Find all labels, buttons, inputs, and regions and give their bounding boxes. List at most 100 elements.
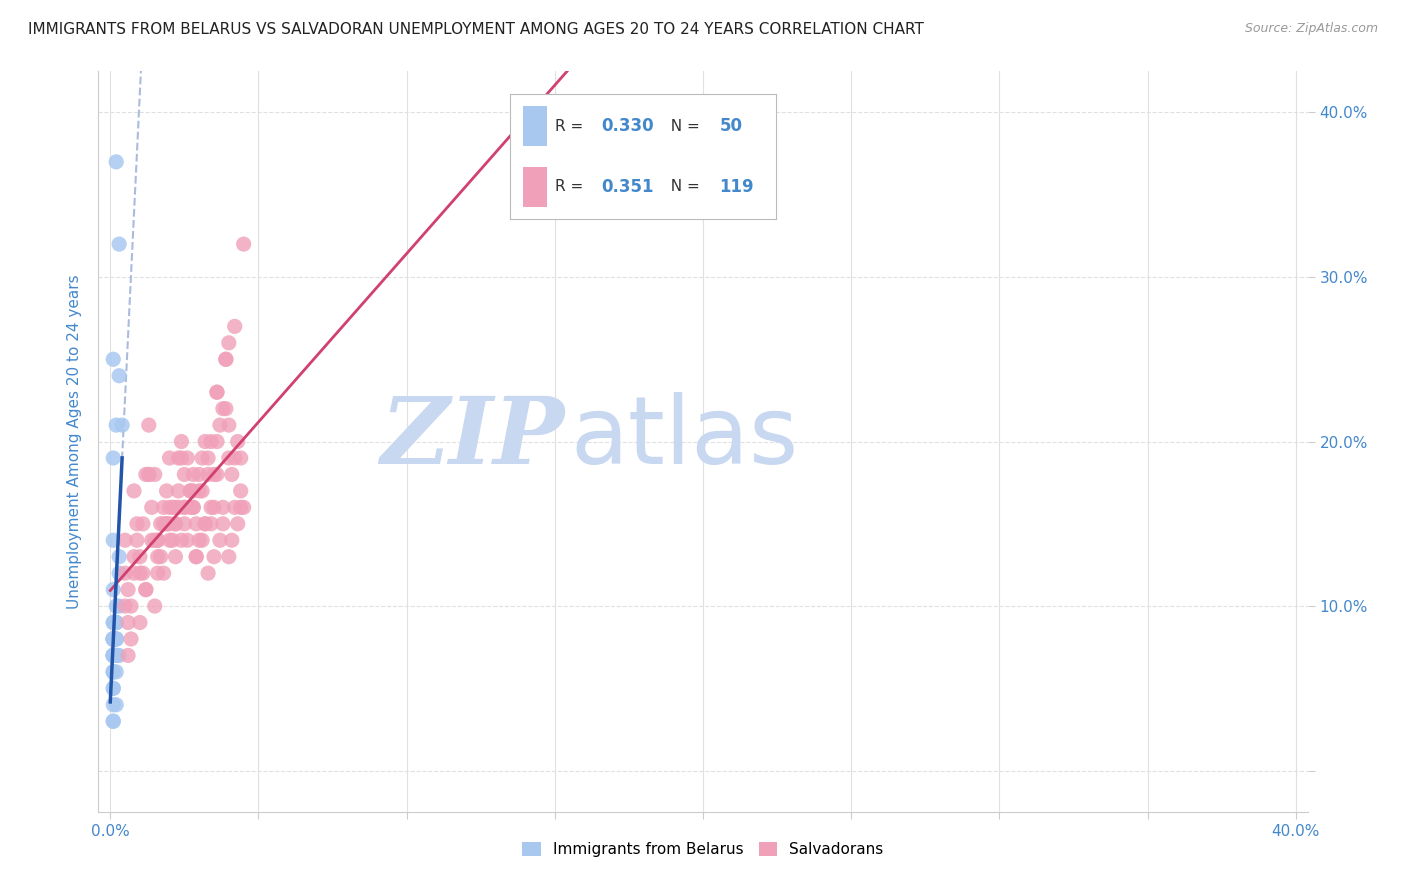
Point [215,352,238,367]
Point [188,467,211,482]
Point [103,582,125,597]
Point [149,516,172,531]
Point [103,714,125,729]
Point [105,698,128,712]
Point [120,599,142,613]
Point [138,467,160,482]
Point [103,632,125,646]
Point [159,500,181,515]
Point [205,467,228,482]
Point [224,450,246,465]
Point [152,500,174,515]
Point [146,533,169,548]
Point [103,714,125,729]
Point [159,516,181,531]
Point [205,385,228,400]
Point [232,500,254,515]
Point [105,665,128,679]
Point [176,450,198,465]
Point [135,467,157,482]
Point [108,237,131,252]
Point [173,500,195,515]
Point [179,483,201,498]
Point [167,500,190,515]
Point [125,533,148,548]
Point [143,533,166,548]
Point [103,648,125,663]
Point [218,450,240,465]
Point [105,615,128,630]
Point [224,319,246,334]
Point [194,516,217,531]
Point [117,582,139,597]
Point [205,434,228,449]
Point [170,434,193,449]
Point [105,615,128,630]
Point [120,632,142,646]
Point [103,615,125,630]
Point [212,516,235,531]
Point [103,615,125,630]
Point [167,450,190,465]
Point [232,237,254,252]
Point [221,467,243,482]
Point [129,549,152,564]
Point [165,500,187,515]
Point [181,500,204,515]
Point [165,549,187,564]
Point [105,599,128,613]
Point [173,467,195,482]
Point [197,467,219,482]
Point [205,385,228,400]
Point [165,516,187,531]
Point [155,516,177,531]
Point [224,500,246,515]
Point [114,533,136,548]
Point [200,516,222,531]
Point [229,483,252,498]
Point [146,549,169,564]
Point [103,632,125,646]
Point [218,418,240,433]
Point [138,418,160,433]
Point [103,632,125,646]
Point [167,483,190,498]
Point [122,483,145,498]
Point [152,566,174,581]
Point [208,418,231,433]
Point [108,599,131,613]
Point [105,648,128,663]
Point [212,500,235,515]
Y-axis label: Unemployment Among Ages 20 to 24 years: Unemployment Among Ages 20 to 24 years [67,274,83,609]
Point [170,450,193,465]
Point [122,566,145,581]
Point [159,450,181,465]
Point [108,368,131,383]
Point [179,500,201,515]
Point [132,566,155,581]
Point [170,533,193,548]
Point [173,516,195,531]
Point [181,500,204,515]
Point [108,549,131,564]
Point [103,681,125,696]
Point [202,549,225,564]
Point [105,632,128,646]
Point [218,335,240,350]
Point [143,467,166,482]
Point [103,665,125,679]
Point [202,467,225,482]
Point [105,154,128,169]
Point [103,648,125,663]
Point [197,566,219,581]
Point [191,450,214,465]
Point [105,632,128,646]
Point [146,533,169,548]
Point [188,483,211,498]
Point [103,352,125,367]
Point [103,648,125,663]
Point [149,549,172,564]
Point [186,549,208,564]
Point [108,566,131,581]
Point [108,648,131,663]
